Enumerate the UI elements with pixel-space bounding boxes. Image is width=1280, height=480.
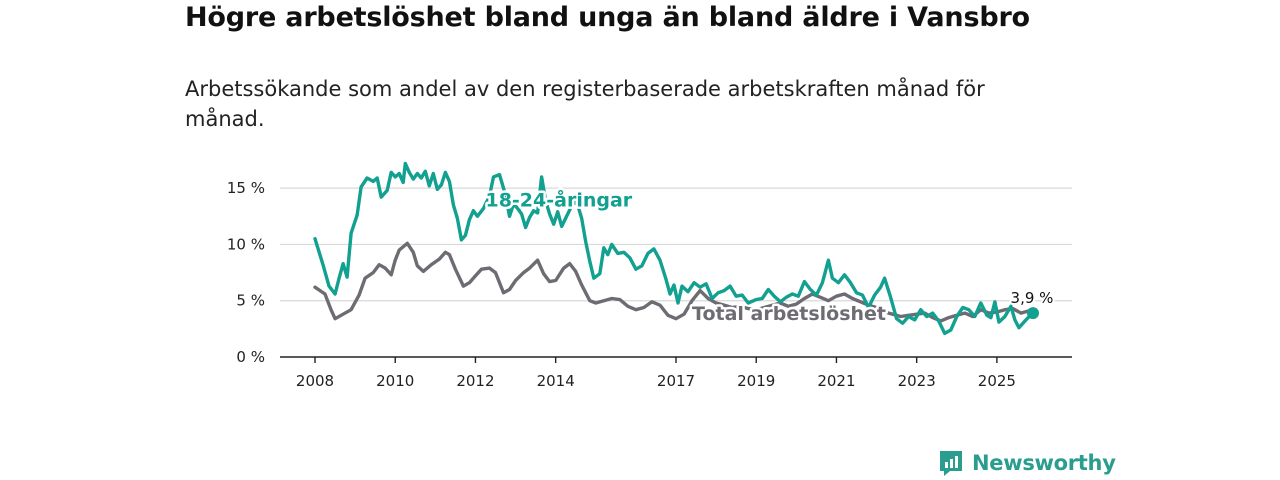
- brand-name: Newsworthy: [972, 451, 1116, 475]
- series-line-youth: [313, 161, 1035, 336]
- series-label-total: Total arbetslöshet: [692, 303, 886, 325]
- brand-logo: Newsworthy: [938, 448, 1116, 478]
- end-point-marker: [1026, 307, 1039, 320]
- series-lines: [313, 161, 1035, 336]
- x-tick-label: 2010: [376, 372, 414, 390]
- y-axis-tick-labels: 0 % 5 % 10 % 15 %: [227, 179, 265, 366]
- x-tick-label: 2025: [978, 372, 1016, 390]
- y-tick-label: 10 %: [227, 235, 265, 253]
- chart-subtitle: Arbetssökande som andel av den registerb…: [185, 77, 985, 131]
- series-labels: Total arbetslöshet 18-24-åringar 3,9 %: [483, 185, 1055, 328]
- y-tick-label: 5 %: [236, 292, 265, 310]
- chart-title: Högre arbetslöshet bland unga än bland ä…: [185, 2, 1030, 33]
- newsworthy-logo-icon: [940, 451, 962, 476]
- x-tick-label: 2008: [296, 372, 334, 390]
- series-line-total: [313, 241, 1035, 323]
- x-tick-label: 2017: [657, 372, 695, 390]
- end-value-label: 3,9 %: [1011, 289, 1054, 307]
- series-label-youth: 18-24-åringar: [485, 187, 632, 211]
- x-tick-label: 2023: [898, 372, 936, 390]
- x-axis-ticks: 2008 2010 2012 2014 2017 2019 2021 2023 2025: [296, 357, 1016, 390]
- x-tick-label: 2012: [456, 372, 494, 390]
- x-tick-label: 2014: [537, 372, 575, 390]
- grid-lines: [280, 187, 1072, 302]
- y-tick-label: 0 %: [236, 348, 265, 366]
- y-tick-label: 15 %: [227, 179, 265, 197]
- x-tick-label: 2019: [737, 372, 775, 390]
- x-tick-label: 2021: [817, 372, 855, 390]
